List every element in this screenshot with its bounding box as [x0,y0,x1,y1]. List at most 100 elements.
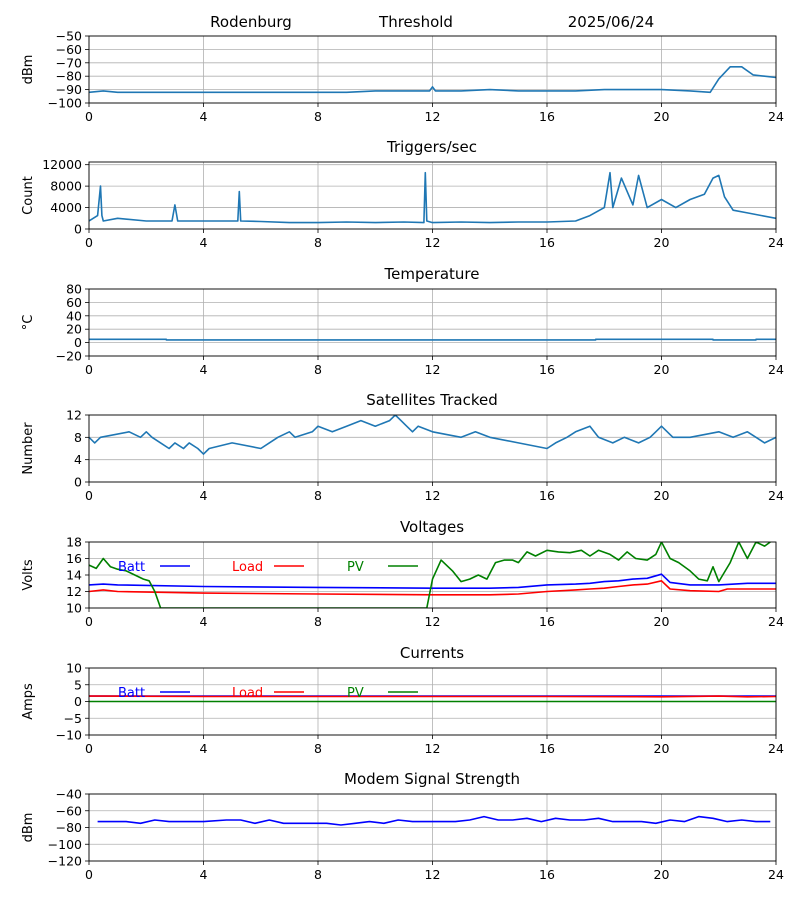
x-tick-label: 24 [768,362,784,377]
y-tick-label: −80 [56,69,82,84]
chart-title: Temperature [383,265,479,283]
y-tick-label: 60 [66,295,82,310]
trigger-mode: Threshold [378,13,453,31]
y-tick-label: 8000 [50,179,82,194]
x-tick-label: 12 [425,109,441,124]
x-tick-label: 8 [314,614,322,629]
y-tick-label: 12 [66,584,82,599]
y-tick-label: −60 [56,42,82,57]
x-tick-label: 12 [425,741,441,756]
x-tick-label: 20 [654,109,670,124]
y-tick-label: −20 [56,349,82,364]
x-tick-label: 24 [768,488,784,503]
chart-title: Voltages [400,518,464,536]
x-tick-label: 20 [654,614,670,629]
series-line-0 [89,415,776,455]
y-tick-label: 14 [66,568,82,583]
y-tick-label: −100 [48,837,82,852]
x-tick-label: 16 [539,362,555,377]
series-line-load [89,695,776,698]
x-tick-label: 20 [654,867,670,882]
y-tick-label: 5 [74,677,82,692]
y-tick-label: −70 [56,55,82,70]
x-tick-label: 4 [200,867,208,882]
y-axis-label: Number [21,422,36,475]
series-line-batt [89,573,776,590]
x-tick-label: 24 [768,235,784,250]
x-tick-label: 24 [768,867,784,882]
x-tick-label: 16 [539,488,555,503]
x-tick-label: 4 [200,109,208,124]
x-tick-label: 4 [200,741,208,756]
y-tick-label: 4 [74,452,82,467]
legend-label: Batt [118,686,145,701]
x-tick-label: 0 [85,741,93,756]
x-tick-label: 16 [539,614,555,629]
y-tick-label: 12000 [42,157,82,172]
y-tick-label: 0 [74,694,82,709]
x-tick-label: 0 [85,235,93,250]
chart-panel-triggers: 0 4 8 12 16 20 24 0 4000 8000 12000 Triggers/sec Cou… [21,138,784,250]
series-line-0 [89,338,776,341]
y-axis-label: Count [21,176,36,215]
x-tick-label: 0 [85,488,93,503]
y-tick-label: −60 [56,803,82,818]
x-tick-label: 0 [85,362,93,377]
legend-label: Load [232,686,263,701]
y-tick-label: 16 [66,551,82,566]
y-axis-label: °C [21,315,36,331]
y-tick-label: 20 [66,322,82,337]
x-tick-label: 8 [314,362,322,377]
y-tick-label: 0 [74,222,82,237]
x-tick-label: 8 [314,235,322,250]
y-tick-label: −50 [56,29,82,44]
chart-title: Satellites Tracked [366,391,497,409]
x-tick-label: 12 [425,614,441,629]
y-tick-label: −90 [56,82,82,97]
legend-label: PV [347,686,364,701]
y-tick-label: 80 [66,282,82,297]
x-tick-label: 16 [539,867,555,882]
y-axis-label: Volts [21,559,36,591]
x-tick-label: 0 [85,614,93,629]
y-tick-label: −40 [56,787,82,802]
y-tick-label: 12 [66,408,82,423]
legend-label: Batt [118,560,145,575]
x-tick-label: 24 [768,614,784,629]
x-tick-label: 8 [314,741,322,756]
series-line-pv [89,542,771,608]
x-tick-label: 24 [768,109,784,124]
station-name: Rodenburg [210,13,292,31]
x-tick-label: 8 [314,867,322,882]
chart-panel-modem: 0 4 8 12 16 20 24 −120 −100 −80 −60−40 Modem Signal… [21,770,784,882]
x-tick-label: 0 [85,867,93,882]
y-tick-label: 18 [66,535,82,550]
chart-title: Currents [400,644,464,662]
chart-title: Modem Signal Strength [344,770,520,788]
y-tick-label: −120 [48,854,82,869]
y-axis-label: dBm [21,813,36,843]
x-tick-label: 4 [200,235,208,250]
x-tick-label: 20 [654,362,670,377]
chart-panel-threshold: 0 4 8 12 16 20 24 −100−90−80−70−60−50 dBm [21,29,784,125]
x-tick-label: 16 [539,235,555,250]
x-tick-label: 20 [654,235,670,250]
y-axis-label: Amps [21,683,36,720]
y-tick-label: 0 [74,475,82,490]
y-tick-label: 0 [74,335,82,350]
y-axis-label: dBm [21,55,36,85]
x-tick-label: 24 [768,741,784,756]
x-tick-label: 12 [425,867,441,882]
series-line-0 [89,66,776,94]
y-tick-label: 40 [66,308,82,323]
y-tick-label: 10 [66,601,82,616]
y-tick-label: −80 [56,820,82,835]
legend-label: PV [347,560,364,575]
report-date: 2025/06/24 [568,13,654,31]
x-tick-label: 4 [200,362,208,377]
chart-title: Triggers/sec [386,138,477,156]
x-tick-label: 12 [425,488,441,503]
